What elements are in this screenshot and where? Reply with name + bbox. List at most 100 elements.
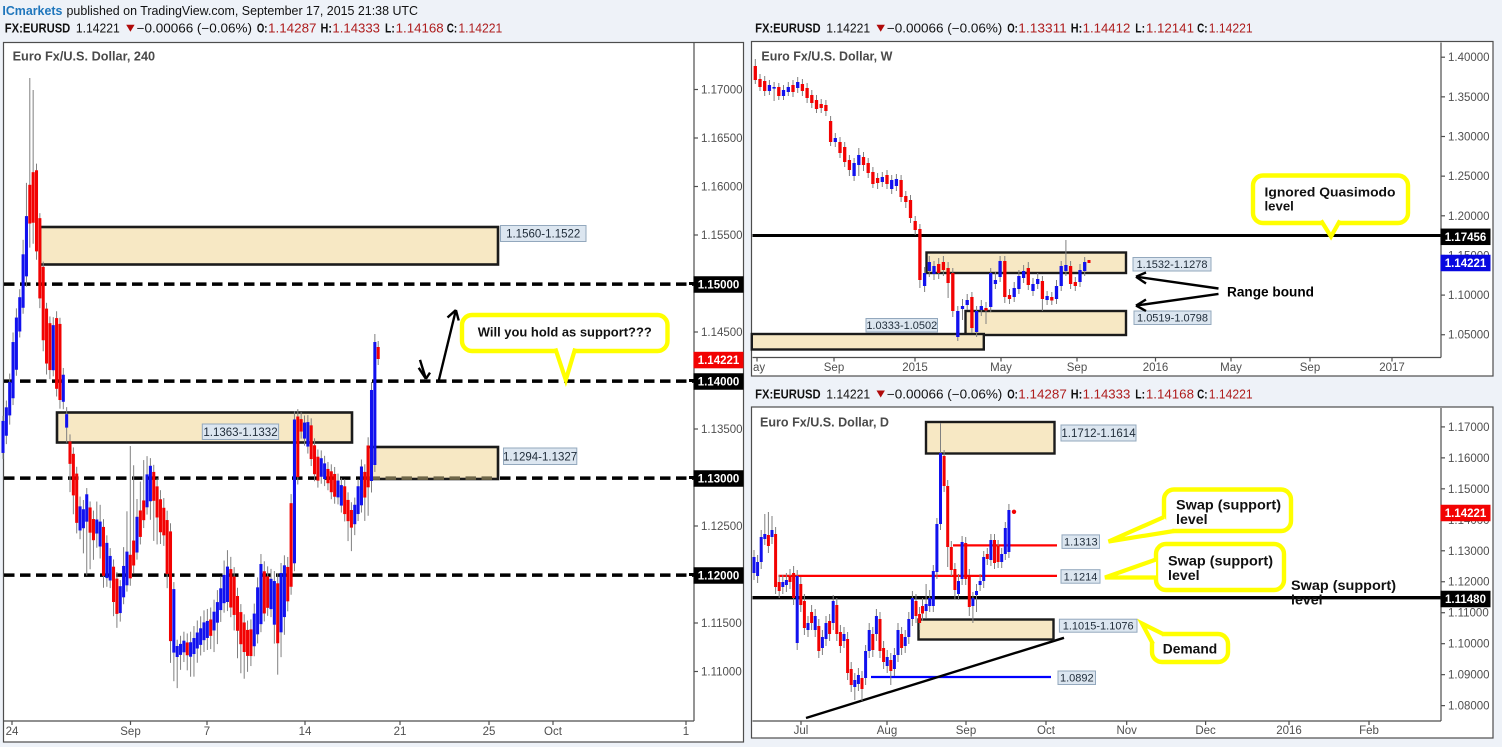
svg-text:Swap (support): Swap (support)	[1291, 578, 1396, 594]
svg-text:21: 21	[394, 726, 407, 738]
svg-text:Sep: Sep	[1067, 362, 1087, 374]
svg-text:May: May	[1220, 362, 1242, 374]
svg-text:level: level	[1291, 593, 1323, 609]
svg-text:1.13500: 1.13500	[701, 424, 743, 436]
svg-text:ay: ay	[753, 362, 765, 374]
svg-text:24: 24	[6, 726, 19, 738]
svg-text:7: 7	[204, 726, 210, 738]
svg-text:1.15000: 1.15000	[698, 280, 740, 292]
svg-text:1.12141: 1.12141	[1146, 22, 1194, 36]
svg-text:−0.00066 (−0.06%): −0.00066 (−0.06%)	[887, 22, 1002, 36]
svg-text:level: level	[1168, 568, 1200, 584]
svg-text:25: 25	[483, 726, 496, 738]
svg-text:Oct: Oct	[544, 726, 563, 738]
svg-text:−0.00066 (−0.06%): −0.00066 (−0.06%)	[887, 387, 1002, 401]
svg-text:1.14333: 1.14333	[1083, 387, 1131, 401]
svg-text:Aug: Aug	[877, 725, 897, 737]
svg-text:O:: O:	[1007, 387, 1018, 401]
svg-text:1.12500: 1.12500	[701, 521, 743, 533]
svg-text:−0.00066 (−0.06%): −0.00066 (−0.06%)	[137, 22, 252, 36]
svg-text:May: May	[990, 362, 1012, 374]
svg-text:Nov: Nov	[1116, 725, 1137, 737]
svg-text:1.05000: 1.05000	[1448, 330, 1490, 342]
svg-text:1.1712-1.1614: 1.1712-1.1614	[1061, 428, 1136, 440]
svg-text:ICmarkets: ICmarkets	[2, 4, 62, 18]
svg-text:1.0892: 1.0892	[1060, 673, 1094, 685]
svg-text:1.14221: 1.14221	[76, 22, 120, 36]
svg-text:1: 1	[683, 726, 689, 738]
svg-text:Euro Fx/U.S. Dollar, W: Euro Fx/U.S. Dollar, W	[761, 49, 893, 64]
svg-text:1.14221: 1.14221	[826, 22, 870, 36]
svg-text:Sep: Sep	[824, 362, 844, 374]
svg-text:1.0519-1.0798: 1.0519-1.0798	[1137, 313, 1208, 325]
svg-text:1.11480: 1.11480	[1445, 594, 1486, 606]
svg-text:1.14287: 1.14287	[268, 22, 317, 36]
svg-text:1.1363-1.1332: 1.1363-1.1332	[203, 427, 277, 439]
svg-text:1.17000: 1.17000	[1448, 422, 1490, 434]
svg-text:published on TradingView.com,: published on TradingView.com, September …	[67, 4, 419, 18]
svg-text:14: 14	[299, 726, 312, 738]
svg-text:1.1532-1.1278: 1.1532-1.1278	[1137, 259, 1208, 271]
svg-text:1.14500: 1.14500	[701, 327, 743, 339]
svg-text:1.16000: 1.16000	[1448, 453, 1490, 465]
svg-text:1.12000: 1.12000	[1448, 577, 1490, 589]
svg-text:FX:EURUSD: FX:EURUSD	[5, 22, 71, 36]
svg-text:Will you hold as support???: Will you hold as support???	[478, 324, 652, 339]
svg-text:1.13311: 1.13311	[1018, 22, 1066, 36]
svg-text:2016: 2016	[1143, 362, 1169, 374]
svg-text:1.12000: 1.12000	[698, 571, 740, 583]
svg-text:1.16500: 1.16500	[701, 133, 743, 145]
svg-text:1.16000: 1.16000	[701, 182, 743, 194]
svg-text:1.11000: 1.11000	[701, 667, 742, 679]
svg-text:L:: L:	[1135, 22, 1145, 36]
svg-text:1.10000: 1.10000	[1448, 290, 1490, 302]
svg-text:Feb: Feb	[1359, 725, 1379, 737]
svg-text:level: level	[1265, 199, 1294, 214]
svg-text:Euro Fx/U.S. Dollar, 240: Euro Fx/U.S. Dollar, 240	[13, 49, 156, 64]
svg-text:L:: L:	[1135, 387, 1145, 401]
svg-text:Demand: Demand	[1163, 642, 1217, 657]
svg-text:1.11500: 1.11500	[701, 618, 742, 630]
svg-text:H:: H:	[1071, 22, 1083, 36]
svg-text:FX:EURUSD: FX:EURUSD	[755, 387, 821, 401]
svg-text:1.14412: 1.14412	[1083, 22, 1131, 36]
svg-text:C:: C:	[1197, 22, 1207, 36]
svg-text:Ignored Quasimodo: Ignored Quasimodo	[1265, 185, 1396, 200]
svg-text:H:: H:	[321, 22, 333, 36]
svg-text:level: level	[1176, 512, 1208, 528]
svg-text:1.14221: 1.14221	[1209, 387, 1253, 401]
svg-text:2015: 2015	[902, 362, 928, 374]
svg-text:1.1214: 1.1214	[1064, 571, 1098, 583]
svg-text:Sep: Sep	[1300, 362, 1320, 374]
svg-text:1.40000: 1.40000	[1448, 52, 1490, 64]
svg-text:1.14168: 1.14168	[396, 22, 444, 36]
svg-text:FX:EURUSD: FX:EURUSD	[755, 22, 821, 36]
svg-text:1.17456: 1.17456	[1445, 232, 1487, 244]
svg-text:1.10000: 1.10000	[1448, 639, 1490, 651]
svg-text:Sep: Sep	[956, 725, 976, 737]
svg-text:2016: 2016	[1276, 725, 1302, 737]
svg-text:Swap (support): Swap (support)	[1176, 498, 1281, 514]
svg-text:Euro Fx/U.S. Dollar, D: Euro Fx/U.S. Dollar, D	[760, 415, 889, 430]
svg-text:1.25000: 1.25000	[1448, 171, 1490, 183]
svg-text:1.30000: 1.30000	[1448, 132, 1490, 144]
svg-text:1.35000: 1.35000	[1448, 92, 1490, 104]
svg-text:1.1015-1.1076: 1.1015-1.1076	[1063, 621, 1134, 633]
svg-text:1.14333: 1.14333	[332, 22, 380, 36]
svg-text:1.08000: 1.08000	[1448, 701, 1490, 713]
svg-text:1.14000: 1.14000	[698, 377, 740, 389]
svg-text:O:: O:	[257, 22, 268, 36]
svg-text:L:: L:	[385, 22, 395, 36]
svg-text:1.20000: 1.20000	[1448, 211, 1490, 223]
svg-text:O:: O:	[1007, 22, 1018, 36]
svg-text:1.14221: 1.14221	[1445, 508, 1487, 520]
svg-text:1.11000: 1.11000	[1448, 608, 1489, 620]
svg-text:Swap (support): Swap (support)	[1168, 554, 1273, 570]
svg-text:2017: 2017	[1379, 362, 1405, 374]
svg-text:1.14168: 1.14168	[1146, 387, 1194, 401]
svg-text:1.14221: 1.14221	[1209, 22, 1253, 36]
svg-text:C:: C:	[1197, 387, 1207, 401]
svg-text:Range bound: Range bound	[1227, 285, 1314, 300]
svg-text:1.17000: 1.17000	[701, 85, 743, 97]
svg-text:1.14287: 1.14287	[1018, 387, 1067, 401]
